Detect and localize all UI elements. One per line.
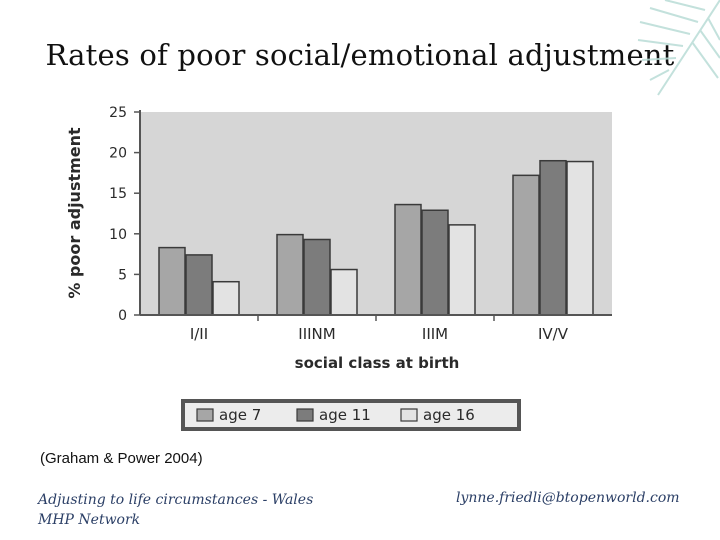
x-tick-label: I/II xyxy=(190,325,208,343)
x-axis-label: social class at birth xyxy=(295,354,460,372)
y-tick-label: 25 xyxy=(109,105,127,121)
legend-swatch xyxy=(296,408,314,422)
y-tick-label: 5 xyxy=(118,267,127,283)
bar-age-16-IIINM xyxy=(330,268,358,316)
bar-age-16-IIIM xyxy=(448,224,476,316)
x-tick-label: IIIM xyxy=(422,325,448,343)
x-tick-label: IV/V xyxy=(538,325,569,343)
footer-left-text: Adjusting to life circumstances - Wales … xyxy=(38,492,314,528)
bar-age-7-IIINM xyxy=(276,233,304,316)
bar-chart: 0 5 10 15 20 25 I/II IIINM IIIM IV/V % poor adju… xyxy=(65,105,612,431)
bar-age-16-I/II xyxy=(212,280,240,316)
y-tick-label: 0 xyxy=(118,308,127,324)
bar-age-11-IIIM xyxy=(421,209,449,316)
bar-age-11-IIINM xyxy=(303,238,331,316)
bar-age-7-IIIM xyxy=(394,203,422,316)
legend-box xyxy=(181,399,521,431)
bar-age-11-IV/V xyxy=(539,159,567,316)
slide-title: Rates of poor social/emotional adjustmen… xyxy=(45,38,675,72)
legend-swatch xyxy=(400,408,418,422)
y-axis-label: % poor adjustment xyxy=(65,127,84,299)
legend-label: age 11 xyxy=(319,406,371,424)
chart-legend: age 7 age 11 age 16 xyxy=(181,399,521,431)
legend-label: age 16 xyxy=(423,406,475,424)
palm-leaf-decoration xyxy=(637,0,720,96)
y-tick-label: 10 xyxy=(109,227,127,243)
citation: (Graham & Power 2004) xyxy=(40,450,203,467)
footer-email: lynne.friedli@btopenworld.com xyxy=(456,490,680,506)
y-tick-label: 15 xyxy=(109,186,127,202)
bar-age-16-IV/V xyxy=(566,160,594,316)
y-tick-label: 20 xyxy=(109,146,127,162)
legend-swatch xyxy=(196,408,214,422)
bar-age-7-IV/V xyxy=(512,174,540,316)
bar-age-7-I/II xyxy=(158,246,186,316)
x-tick-label: IIINM xyxy=(298,325,335,343)
legend-label: age 7 xyxy=(219,406,261,424)
bar-age-11-I/II xyxy=(185,254,213,316)
